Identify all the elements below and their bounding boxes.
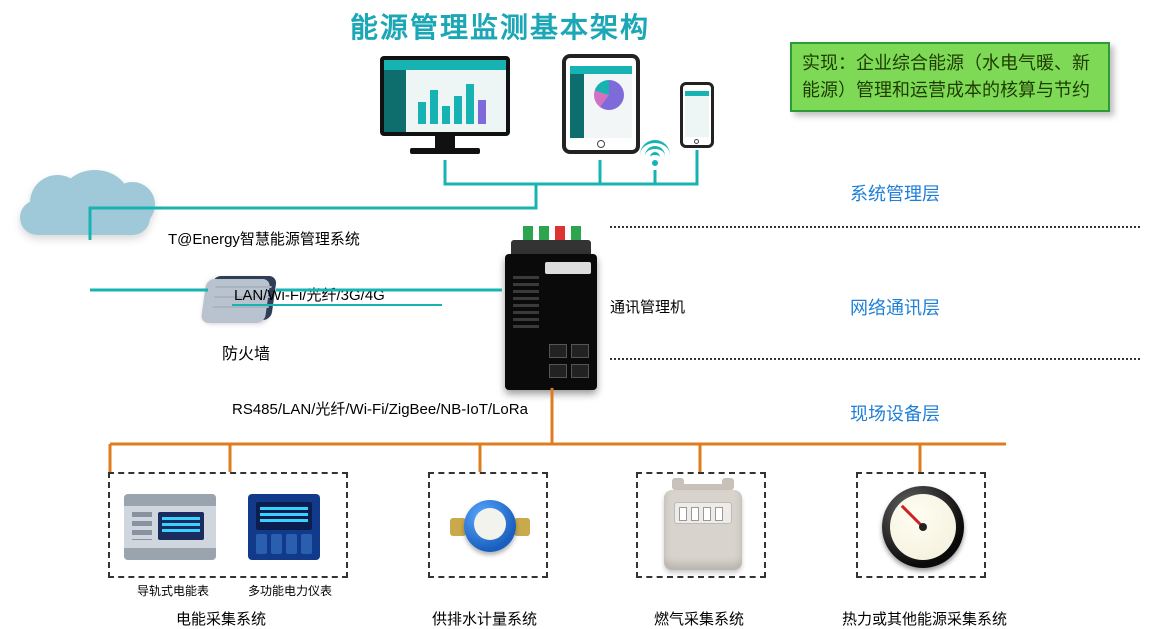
din-rail-meter-icon [124, 494, 216, 560]
system-label-heat: 热力或其他能源采集系统 [842, 608, 1007, 629]
din-meter-label: 导轨式电能表 [128, 582, 218, 599]
multifunction-meter-icon [248, 494, 320, 560]
lan-protocols-label: LAN/Wi-Fi/光纤/3G/4G [234, 284, 385, 305]
multi-meter-label: 多功能电力仪表 [240, 582, 340, 599]
device-box-heat [856, 472, 986, 578]
layer-label-mgmt: 系统管理层 [850, 180, 940, 206]
phone-icon [680, 82, 714, 148]
desktop-monitor-icon [380, 56, 510, 154]
wifi-icon [640, 146, 670, 170]
comm-manager-label: 通讯管理机 [610, 296, 685, 317]
water-meter-icon [450, 486, 530, 566]
separator-2 [610, 358, 1140, 360]
device-box-water [428, 472, 548, 578]
system-label-water: 供排水计量系统 [432, 608, 537, 629]
layer-label-net: 网络通讯层 [850, 294, 940, 320]
device-box-power [108, 472, 348, 578]
layer-label-field: 现场设备层 [850, 400, 940, 426]
firewall-label: 防火墙 [222, 340, 270, 364]
comm-manager-icon [505, 240, 597, 390]
gauge-icon [882, 486, 964, 568]
system-label-power: 电能采集系统 [176, 608, 266, 629]
cloud-icon [10, 170, 160, 240]
cloud-label: T@Energy智慧能源管理系统 [168, 228, 360, 249]
lan-underline [232, 304, 442, 306]
gas-meter-icon [660, 484, 746, 570]
callout-box: 实现：企业综合能源（水电气暖、新能源）管理和运营成本的核算与节约 [790, 42, 1110, 112]
system-label-gas: 燃气采集系统 [654, 608, 744, 629]
tablet-icon [562, 54, 640, 154]
field-protocols-label: RS485/LAN/光纤/Wi-Fi/ZigBee/NB-IoT/LoRa [232, 398, 528, 419]
diagram-title: 能源管理监测基本架构 [350, 6, 650, 46]
device-box-gas [636, 472, 766, 578]
separator-1 [610, 226, 1140, 228]
